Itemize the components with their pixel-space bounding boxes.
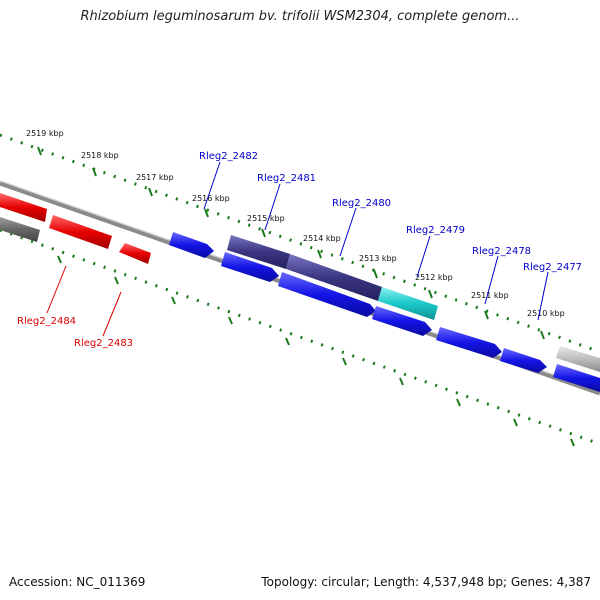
inner-ruler bbox=[0, 228, 600, 447]
kbp-label: 2517 kbp bbox=[136, 173, 174, 182]
gene-feature[interactable] bbox=[221, 252, 279, 282]
map-title: Rhizobium leguminosarum bv. trifolii WSM… bbox=[80, 9, 520, 24]
gene-label[interactable]: Rleg2_2481 bbox=[257, 173, 316, 184]
gene-feature[interactable] bbox=[0, 217, 40, 242]
gene-feature[interactable] bbox=[372, 306, 432, 336]
kbp-label: 2511 kbp bbox=[471, 291, 509, 300]
gene-feature[interactable] bbox=[286, 254, 382, 301]
gene-feature[interactable] bbox=[378, 287, 438, 320]
kbp-label: 2510 kbp bbox=[527, 309, 565, 318]
gene-features bbox=[0, 193, 600, 392]
gene-feature[interactable] bbox=[0, 193, 47, 222]
gene-label[interactable]: Rleg2_2483 bbox=[74, 338, 133, 349]
gene-label[interactable]: Rleg2_2484 bbox=[17, 316, 76, 327]
gene-feature[interactable] bbox=[500, 348, 547, 373]
gene-label[interactable]: Rleg2_2478 bbox=[472, 246, 531, 257]
accession-text: Accession: NC_011369 bbox=[9, 575, 146, 589]
gene-feature[interactable] bbox=[556, 346, 600, 372]
kbp-label: 2518 kbp bbox=[81, 151, 119, 160]
gene-label[interactable]: Rleg2_2480 bbox=[332, 198, 391, 209]
kbp-label: 2514 kbp bbox=[303, 234, 341, 243]
kbp-label: 2515 kbp bbox=[247, 214, 285, 223]
gene-feature[interactable] bbox=[227, 235, 290, 269]
kbp-label: 2519 kbp bbox=[26, 129, 64, 138]
gene-feature[interactable] bbox=[49, 215, 112, 249]
gene-feature[interactable] bbox=[278, 272, 376, 317]
gene-feature[interactable] bbox=[169, 232, 214, 258]
gene-label[interactable]: Rleg2_2482 bbox=[199, 151, 258, 162]
outer-ruler bbox=[0, 133, 600, 354]
gene-labels: Rleg2_2482 Rleg2_2481 Rleg2_2480 Rleg2_2… bbox=[17, 151, 582, 349]
genome-summary-text: Topology: circular; Length: 4,537,948 bp… bbox=[261, 575, 591, 589]
kbp-label: 2516 kbp bbox=[192, 194, 230, 203]
gene-label[interactable]: Rleg2_2479 bbox=[406, 225, 465, 236]
gene-feature[interactable] bbox=[119, 243, 151, 264]
kbp-labels: 2519 kbp 2518 kbp 2517 kbp 2516 kbp 2515… bbox=[26, 129, 565, 318]
kbp-label: 2512 kbp bbox=[415, 273, 453, 282]
gene-label[interactable]: Rleg2_2477 bbox=[523, 262, 582, 273]
kbp-label: 2513 kbp bbox=[359, 254, 397, 263]
gene-feature[interactable] bbox=[436, 327, 502, 358]
gene-feature[interactable] bbox=[553, 364, 600, 392]
label-leaders bbox=[46, 161, 549, 337]
